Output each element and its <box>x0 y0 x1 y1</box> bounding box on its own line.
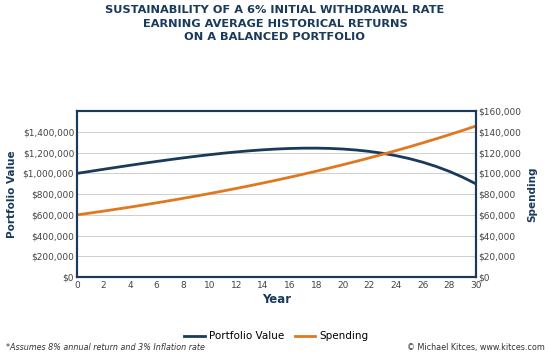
Legend: Portfolio Value, Spending: Portfolio Value, Spending <box>180 327 373 346</box>
Text: SUSTAINABILITY OF A 6% INITIAL WITHDRAWAL RATE
EARNING AVERAGE HISTORICAL RETURN: SUSTAINABILITY OF A 6% INITIAL WITHDRAWA… <box>106 5 444 42</box>
Y-axis label: Spending: Spending <box>527 166 537 222</box>
Y-axis label: Portfolio Value: Portfolio Value <box>7 150 17 238</box>
Text: © Michael Kitces, www.kitces.com: © Michael Kitces, www.kitces.com <box>406 343 544 352</box>
X-axis label: Year: Year <box>262 293 291 306</box>
Text: *Assumes 8% annual return and 3% Inflation rate: *Assumes 8% annual return and 3% Inflati… <box>6 343 205 352</box>
